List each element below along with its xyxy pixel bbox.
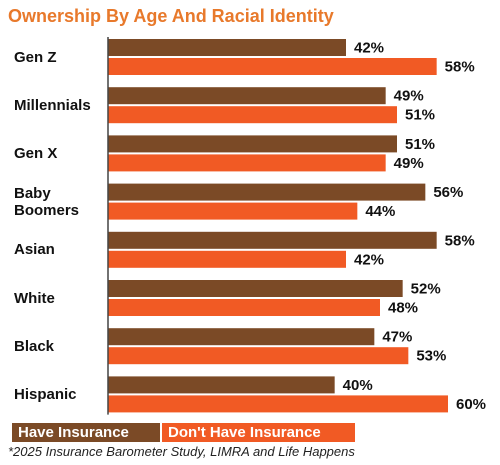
data-label: 44%: [365, 203, 395, 220]
data-label: 58%: [445, 58, 475, 75]
data-label: 51%: [405, 107, 435, 124]
data-label: 58%: [445, 232, 475, 249]
bar: [108, 58, 437, 75]
category-label: White: [14, 289, 55, 307]
bar: [108, 154, 386, 172]
bar: [108, 231, 437, 249]
bar: [108, 376, 335, 394]
data-label: 56%: [433, 184, 463, 201]
chart-title: Ownership By Age And Racial Identity: [8, 6, 334, 26]
bar: [108, 106, 397, 124]
bar: [108, 347, 409, 365]
data-label: 52%: [411, 280, 441, 297]
legend-entry: Don't Have Insurance: [162, 423, 355, 442]
bar: [108, 299, 380, 316]
category-label: Hispanic: [14, 385, 77, 403]
category-label: Millennials: [14, 96, 91, 114]
data-label: 60%: [456, 396, 486, 413]
data-label: 40%: [343, 377, 373, 394]
data-label: 49%: [394, 155, 424, 172]
bar: [108, 395, 448, 413]
data-label: 53%: [416, 348, 446, 365]
category-label: Asian: [14, 241, 55, 259]
category-label: Gen Z: [14, 48, 57, 66]
data-label: 49%: [394, 88, 424, 105]
data-label: 51%: [405, 136, 435, 153]
data-label: 48%: [388, 299, 418, 316]
category-label: Baby Boomers: [14, 184, 80, 219]
bar: [108, 328, 375, 346]
legend-entry: Have Insurance: [12, 423, 160, 442]
data-label: 47%: [382, 329, 412, 346]
bar: [108, 87, 386, 105]
data-label: 42%: [354, 251, 384, 268]
bar: [108, 280, 403, 297]
bar: [108, 135, 397, 153]
bar: [108, 250, 346, 268]
footnote: *2025 Insurance Barometer Study, LIMRA a…: [8, 444, 355, 459]
bar: [108, 183, 426, 201]
category-label: Gen X: [14, 144, 58, 162]
category-label: Black: [14, 337, 55, 355]
bar: [108, 202, 358, 220]
bar: [108, 39, 346, 56]
data-label: 42%: [354, 39, 384, 56]
